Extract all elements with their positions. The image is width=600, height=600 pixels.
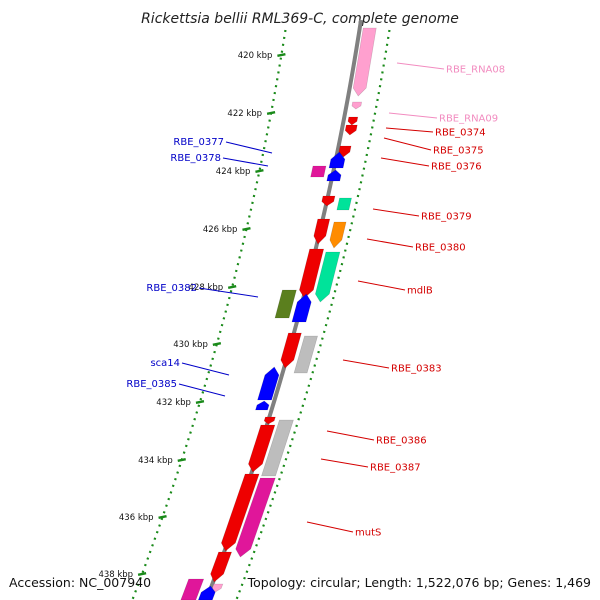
gene-feature-rbe-0383 — [293, 335, 318, 374]
kbp-tick-mark — [177, 458, 186, 462]
gene-label: mdlB — [407, 286, 433, 297]
gene-label: sca14 — [150, 358, 180, 369]
left-label-leader — [178, 383, 226, 397]
kbp-tick-label: 434 kbp — [138, 456, 173, 466]
gene-feature-rbe-0385 — [255, 400, 270, 411]
gene-feature-mdlb-a — [299, 248, 325, 299]
gene-label: RBE_0375 — [433, 146, 484, 157]
kbp-tick-mark — [255, 169, 264, 173]
kbp-tick-mark — [195, 400, 205, 404]
left-label-leader — [198, 287, 259, 298]
kbp-tick-mark — [242, 227, 251, 231]
gene-feature-bottom-blue — [198, 585, 216, 600]
gene-feature-rbe-0379b — [336, 197, 352, 211]
gene-feature-rbe-0382 — [291, 293, 312, 323]
kbp-tick-mark — [137, 572, 147, 576]
gene-feature-rbe-0380a — [313, 218, 331, 245]
gene-feature-rbe-0377b — [328, 151, 346, 169]
kbp-tick-label: 436 kbp — [119, 513, 154, 523]
right-label-leader — [320, 458, 369, 468]
left-gene-labels: RBE_0377 RBE_0378 RBE_0382 sca14 RBE_0385 — [126, 137, 273, 397]
right-label-leader — [306, 521, 354, 533]
right-label-leader — [366, 238, 414, 248]
gene-label: RBE_0378 — [170, 153, 221, 164]
accession-text: Accession: NC_007940 — [9, 575, 151, 590]
gene-feature-rbe-0388 — [210, 551, 233, 583]
gene-label: RBE_0386 — [376, 436, 427, 447]
gene-label: RBE_RNA09 — [439, 114, 498, 125]
rna-feature-bottom — [211, 583, 224, 593]
gene-feature-sca14 — [257, 366, 280, 401]
kbp-ticks: 420 kbp 422 kbp 424 kbp 426 kbp 428 kbp 430 k… — [98, 51, 286, 580]
kbp-tick-label: 438 kbp — [98, 570, 133, 580]
gene-feature-rbe-0383a — [280, 332, 302, 369]
gene-label: RBE_0376 — [431, 162, 482, 173]
kbp-tick-mark — [266, 111, 276, 115]
right-label-leader — [357, 280, 406, 291]
kbp-tick-label: 424 kbp — [216, 167, 251, 177]
gene-feature-rbe-0376 — [338, 145, 352, 158]
right-dotted-guide — [235, 29, 391, 600]
genome-summary-text: Topology: circular; Length: 1,522,076 bp… — [247, 575, 591, 590]
left-label-leader — [222, 157, 269, 167]
right-label-leader — [385, 127, 434, 133]
gene-label: mutS — [355, 528, 381, 539]
kbp-tick-label: 422 kbp — [227, 109, 262, 119]
gene-label: RBE_0385 — [126, 379, 177, 390]
gene-feature-rbe-0374 — [347, 116, 359, 126]
gene-label: RBE_RNA08 — [446, 65, 505, 76]
left-dotted-guide — [131, 29, 287, 600]
gene-feature-rbe-0378 — [326, 169, 342, 182]
gene-feature-rbe-0380 — [329, 221, 347, 249]
left-label-leader — [225, 141, 273, 154]
kbp-tick-mark — [227, 285, 237, 289]
gene-feature-muts-a — [221, 473, 260, 552]
kbp-tick-label: 428 kbp — [189, 283, 224, 293]
right-gene-labels: RBE_RNA08 RBE_RNA09 RBE_0374 RBE_0375 RBE_03… — [306, 62, 505, 539]
right-label-leader — [326, 430, 375, 441]
kbp-tick-label: 430 kbp — [173, 340, 208, 350]
gene-feature-rbe-0382a — [274, 289, 297, 319]
gene-feature-rbe-0375 — [344, 124, 358, 136]
gene-feature-rbe-0386a — [263, 416, 276, 425]
kbp-tick-label: 426 kbp — [203, 225, 238, 235]
kbp-tick-mark — [212, 342, 222, 346]
gene-label: RBE_0382 — [146, 283, 197, 294]
gene-feature-bottom-left — [180, 578, 205, 600]
right-label-leader — [396, 62, 445, 70]
gene-label: RBE_0379 — [421, 212, 472, 223]
kbp-tick-label: 420 kbp — [238, 51, 273, 61]
right-label-leader — [372, 208, 420, 217]
right-label-leader — [388, 112, 438, 119]
gene-feature-rbe-0386 — [248, 424, 276, 473]
kbp-tick-label: 432 kbp — [156, 398, 191, 408]
kbp-tick-mark — [158, 515, 167, 519]
gene-feature-rbe-0387 — [261, 419, 294, 477]
rna-feature-rbe-rna09 — [351, 101, 363, 110]
right-label-leader — [380, 157, 430, 167]
gene-feature-rbe-0377 — [310, 165, 327, 178]
gene-label: RBE_0377 — [173, 137, 224, 148]
gene-feature-muts — [235, 477, 276, 558]
gene-feature-rbe-0379 — [321, 195, 336, 207]
kbp-tick-mark — [277, 53, 286, 57]
right-label-leader — [342, 359, 390, 369]
gene-label: RBE_0383 — [391, 364, 442, 375]
dotted-guides — [131, 29, 391, 600]
gene-features — [180, 27, 377, 600]
right-label-leader — [383, 137, 432, 151]
gene-label: RBE_0380 — [415, 243, 466, 254]
gene-label: RBE_0374 — [435, 128, 486, 139]
rna-feature-rbe-rna08 — [352, 27, 377, 97]
gene-feature-mdlb — [315, 251, 341, 303]
map-title: Rickettsia bellii RML369-C, complete gen… — [141, 11, 459, 27]
gene-label: RBE_0387 — [370, 463, 421, 474]
left-label-leader — [181, 362, 230, 376]
